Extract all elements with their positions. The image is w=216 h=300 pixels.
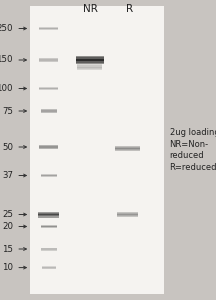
Bar xyxy=(115,147,140,148)
Bar xyxy=(38,212,59,213)
Bar xyxy=(76,59,104,61)
Bar xyxy=(77,65,102,67)
Bar xyxy=(41,175,57,176)
Bar xyxy=(41,225,57,226)
Bar xyxy=(39,87,58,88)
Bar xyxy=(39,145,58,146)
Bar xyxy=(41,112,57,113)
Bar xyxy=(76,58,104,59)
Text: 15: 15 xyxy=(2,244,13,253)
Bar xyxy=(41,267,56,268)
Bar xyxy=(38,215,59,216)
Bar xyxy=(41,111,57,112)
Bar xyxy=(41,110,57,111)
Bar xyxy=(39,60,58,61)
Text: 250: 250 xyxy=(0,24,13,33)
Bar xyxy=(117,215,138,216)
Text: 20: 20 xyxy=(2,222,13,231)
Text: 10: 10 xyxy=(2,263,13,272)
Bar xyxy=(30,6,164,294)
Bar xyxy=(39,61,58,62)
Bar xyxy=(39,29,58,30)
Bar xyxy=(39,27,58,28)
Text: 75: 75 xyxy=(2,106,13,116)
Bar xyxy=(39,147,58,148)
Bar xyxy=(115,149,140,150)
Bar xyxy=(41,249,57,250)
Bar xyxy=(117,212,138,213)
Text: 25: 25 xyxy=(2,210,13,219)
Text: 100: 100 xyxy=(0,84,13,93)
Bar xyxy=(38,213,59,214)
Bar xyxy=(39,28,58,29)
Bar xyxy=(76,56,104,58)
Bar xyxy=(38,216,59,217)
Bar xyxy=(76,61,104,62)
Bar xyxy=(115,146,140,147)
Bar xyxy=(39,146,58,147)
Bar xyxy=(38,214,59,215)
Bar xyxy=(77,68,102,69)
Bar xyxy=(39,89,58,90)
Text: 2ug loading
NR=Non-
reduced
R=reduced: 2ug loading NR=Non- reduced R=reduced xyxy=(170,128,216,172)
Text: 150: 150 xyxy=(0,56,13,64)
Bar xyxy=(39,58,58,59)
Bar xyxy=(76,62,104,64)
Bar xyxy=(41,268,56,269)
Bar xyxy=(39,88,58,89)
Bar xyxy=(41,226,57,227)
Bar xyxy=(77,69,102,70)
Text: R: R xyxy=(126,4,133,14)
Bar xyxy=(39,59,58,60)
Text: 37: 37 xyxy=(2,171,13,180)
Bar xyxy=(117,214,138,215)
Bar xyxy=(41,227,57,228)
Bar xyxy=(41,266,56,267)
Bar xyxy=(41,248,57,249)
Bar xyxy=(115,150,140,151)
Text: 50: 50 xyxy=(2,142,13,152)
Bar xyxy=(41,174,57,175)
Bar xyxy=(117,216,138,217)
Bar xyxy=(41,176,57,177)
Bar xyxy=(39,148,58,149)
Bar xyxy=(77,67,102,68)
Text: NR: NR xyxy=(83,4,98,14)
Bar xyxy=(77,64,102,65)
Bar xyxy=(115,148,140,149)
Bar xyxy=(117,213,138,214)
Bar xyxy=(41,109,57,110)
